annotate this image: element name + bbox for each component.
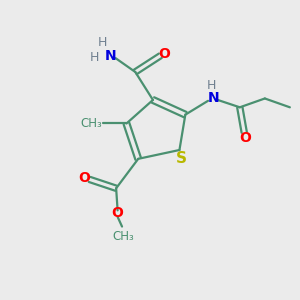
Text: N: N (104, 49, 116, 63)
Text: CH₃: CH₃ (80, 117, 102, 130)
Text: O: O (158, 47, 170, 61)
Text: H: H (89, 51, 99, 64)
Text: O: O (239, 130, 251, 145)
Text: H: H (207, 79, 217, 92)
Text: CH₃: CH₃ (112, 230, 134, 243)
Text: O: O (78, 171, 90, 185)
Text: H: H (97, 36, 107, 49)
Text: N: N (208, 92, 219, 106)
Text: O: O (112, 206, 124, 220)
Text: S: S (176, 151, 186, 166)
